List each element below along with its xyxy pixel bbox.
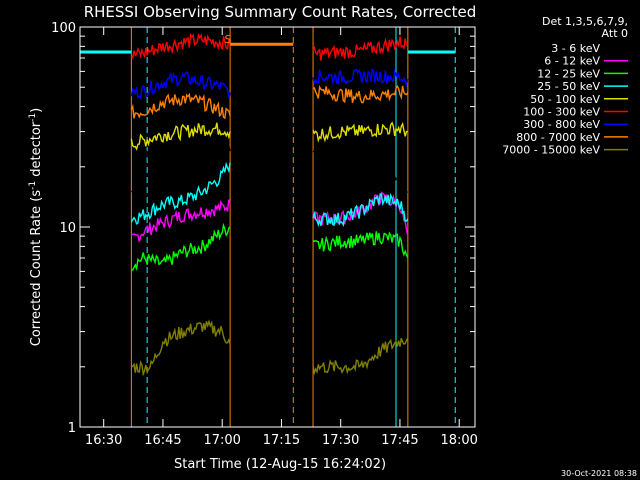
series-line-6-b [312, 36, 409, 61]
series-line-1-b [312, 147, 409, 194]
y-axis-label-sup2: -1 [28, 113, 38, 122]
x-tick-label: 17:45 [381, 433, 418, 448]
legend-label: 7000 - 15000 keV [502, 144, 600, 157]
y-tick-label: 100 [51, 21, 76, 36]
series-line-9 [130, 319, 231, 377]
y-tick-label: 10 [59, 221, 76, 236]
y-axis-label-mid: detector [29, 121, 44, 181]
x-tick-label: 16:45 [144, 433, 181, 448]
legend-label: 12 - 25 keV [537, 67, 600, 80]
series-line-7 [130, 70, 231, 100]
y-axis-label-sup1: -1 [28, 181, 38, 190]
series-line-8 [130, 92, 231, 120]
legend-header-1: Det 1,3,5,6,7,9, [542, 15, 628, 28]
x-tick-label: 17:00 [203, 433, 240, 448]
x-tick-label: 16:30 [85, 433, 122, 448]
footer-stamp: 30-Oct-2021 08:38 [561, 469, 637, 478]
series-line-3-b [312, 231, 409, 259]
legend-label: 25 - 50 keV [537, 80, 600, 93]
series-line-4-b [312, 193, 409, 228]
x-tick-label: 17:30 [322, 433, 359, 448]
legend-label: 800 - 7000 keV [516, 131, 600, 144]
legend-label: 300 - 800 keV [523, 118, 600, 131]
series-line-1 [130, 143, 231, 200]
y-axis-label: Corrected Count Rate (s-1 detector-1) [28, 108, 44, 346]
series-line-6 [130, 32, 231, 60]
legend-label: 100 - 300 keV [523, 106, 600, 119]
y-axis-label-main: Corrected Count Rate (s [29, 190, 44, 347]
axis-ticks: 16:30 16:45 17:00 17:15 17:30 17:45 18:00 1 10 10… [51, 21, 478, 448]
x-tick-label: 18:00 [440, 433, 477, 448]
series-group [130, 32, 409, 377]
series-line-5-b [312, 121, 408, 143]
x-tick-label: 17:15 [263, 433, 300, 448]
series-line-7-b [312, 67, 409, 88]
state-flags [80, 42, 456, 54]
legend-label: 50 - 100 keV [530, 93, 600, 106]
series-line-4 [130, 161, 231, 225]
legend-label: 3 - 6 keV [551, 42, 600, 55]
series-line-5 [130, 122, 231, 151]
series-line-2 [131, 199, 231, 242]
chart-title: RHESSI Observing Summary Count Rates, Co… [84, 3, 477, 21]
x-axis-label: Start Time (12-Aug-15 16:24:02) [174, 457, 386, 472]
y-axis-label-end: ) [29, 108, 44, 113]
legend-header-2: Att 0 [602, 27, 628, 40]
series-line-3 [131, 222, 231, 272]
y-tick-label: 1 [68, 421, 76, 436]
legend-label: 6 - 12 keV [544, 55, 600, 68]
series-line-9-b [312, 337, 409, 376]
series-line-8-b [312, 84, 409, 104]
annotation-s: S [225, 33, 232, 46]
